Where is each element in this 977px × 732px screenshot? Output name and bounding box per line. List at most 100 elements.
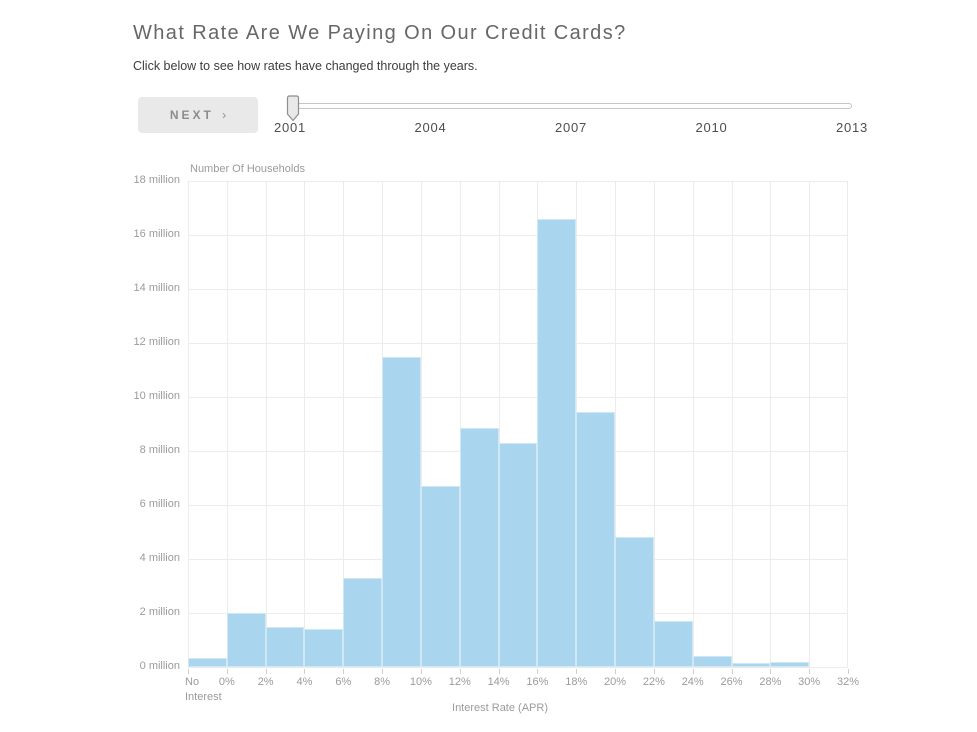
plot-area <box>188 180 848 668</box>
x-axis-tick <box>731 669 733 674</box>
y-tick-label: 16 million <box>133 228 180 240</box>
slider-year-label: 2001 <box>273 120 307 135</box>
x-tick-label: 28% <box>759 676 782 688</box>
x-axis-tick <box>498 669 500 674</box>
slider-year-label: 2013 <box>835 120 869 135</box>
y-tick-label: 18 million <box>133 174 180 186</box>
x-axis-tick <box>770 669 772 674</box>
gridline-vertical <box>188 181 189 667</box>
gridline-horizontal <box>188 288 848 290</box>
gridline-horizontal <box>188 667 848 668</box>
slider-track[interactable] <box>290 103 852 109</box>
bar <box>653 621 693 667</box>
x-axis-tick <box>382 669 384 674</box>
y-tick-label: 14 million <box>133 282 180 294</box>
gridline-horizontal <box>188 180 848 182</box>
x-axis-tick <box>537 669 539 674</box>
bar <box>343 577 383 667</box>
page-subtitle: Click below to see how rates have change… <box>133 59 478 73</box>
bar <box>420 486 460 667</box>
bar <box>537 218 577 667</box>
x-tick-label: 32% <box>836 676 860 688</box>
slider-year-label: 2007 <box>554 120 588 135</box>
x-tick-label: 12% <box>448 676 471 688</box>
x-tick-label: 20% <box>604 676 627 688</box>
x-axis-tick <box>653 669 655 674</box>
bar <box>382 356 421 667</box>
x-tick-label: 22% <box>642 676 665 688</box>
slider-year-labels: 2001 2004 2007 2010 2013 <box>274 120 867 138</box>
y-tick-label: 0 million <box>139 660 180 672</box>
x-tick-label: 4% <box>296 676 313 688</box>
bar <box>459 428 499 667</box>
gridline-vertical <box>809 181 811 667</box>
y-tick-label: 4 million <box>139 552 180 564</box>
y-tick-label: 2 million <box>139 606 180 618</box>
x-tick-label: 14% <box>487 676 510 688</box>
x-axis-tick <box>692 669 694 674</box>
bar <box>576 411 616 667</box>
bar <box>692 656 732 667</box>
y-tick-label: 8 million <box>139 444 180 456</box>
x-axis-tick <box>343 669 345 674</box>
x-tick-label: 10% <box>409 676 432 688</box>
y-tick-label: 6 million <box>139 498 180 510</box>
gridline-vertical <box>847 181 848 667</box>
x-axis-tick <box>304 669 306 674</box>
x-tick-label: 6% <box>335 676 352 688</box>
gridline-vertical <box>304 181 306 667</box>
gridline-vertical <box>692 181 694 667</box>
y-axis-title: Number Of Households <box>190 163 305 175</box>
x-axis-tick <box>809 669 811 674</box>
bar <box>498 442 538 667</box>
x-tick-label: 0% <box>218 676 235 688</box>
x-axis-tick <box>615 669 617 674</box>
y-tick-label: 10 million <box>133 390 180 402</box>
gridline-horizontal <box>188 342 848 344</box>
gridline-vertical <box>226 181 228 667</box>
x-axis-tick <box>188 669 189 674</box>
x-axis-tick <box>848 669 849 674</box>
bar <box>226 613 266 667</box>
page-title: What Rate Are We Paying On Our Credit Ca… <box>133 22 627 44</box>
slider-year-label: 2004 <box>414 120 447 135</box>
x-axis-tick <box>420 669 422 674</box>
bar <box>731 662 771 667</box>
bar <box>770 661 810 667</box>
x-tick-label: 16% <box>526 676 549 688</box>
x-axis-tick <box>576 669 578 674</box>
gridline-vertical <box>615 181 617 667</box>
slider-handle[interactable] <box>286 95 300 123</box>
x-axis-title: Interest Rate (APR) <box>452 702 548 714</box>
x-tick-label: 2% <box>257 676 274 688</box>
gridline-vertical <box>265 181 267 667</box>
gridline-vertical <box>498 181 500 667</box>
slider-year-label: 2010 <box>695 120 728 135</box>
x-tick-label: 26% <box>720 676 743 688</box>
bar <box>265 626 305 667</box>
bar <box>615 537 654 667</box>
gridline-vertical <box>343 181 345 667</box>
gridline-vertical <box>653 181 655 667</box>
x-tick-label: 18% <box>565 676 588 688</box>
bar <box>188 657 227 667</box>
x-tick-label: No Interest <box>185 676 222 703</box>
gridline-vertical <box>770 181 772 667</box>
bar <box>304 629 344 667</box>
gridline-vertical <box>459 181 461 667</box>
gridline-horizontal <box>188 396 848 398</box>
gridline-horizontal <box>188 234 848 236</box>
x-tick-label: 8% <box>374 676 391 688</box>
x-axis-tick <box>459 669 461 674</box>
x-tick-label: 24% <box>681 676 704 688</box>
x-tick-label: 30% <box>798 676 821 688</box>
next-button[interactable]: NEXT › <box>138 97 258 133</box>
gridline-vertical <box>420 181 422 667</box>
y-tick-label: 12 million <box>133 336 180 348</box>
x-axis-tick <box>226 669 228 674</box>
gridline-vertical <box>731 181 733 667</box>
chevron-right-icon: › <box>222 108 227 122</box>
next-button-label: NEXT <box>169 108 214 122</box>
x-axis-tick <box>265 669 267 674</box>
